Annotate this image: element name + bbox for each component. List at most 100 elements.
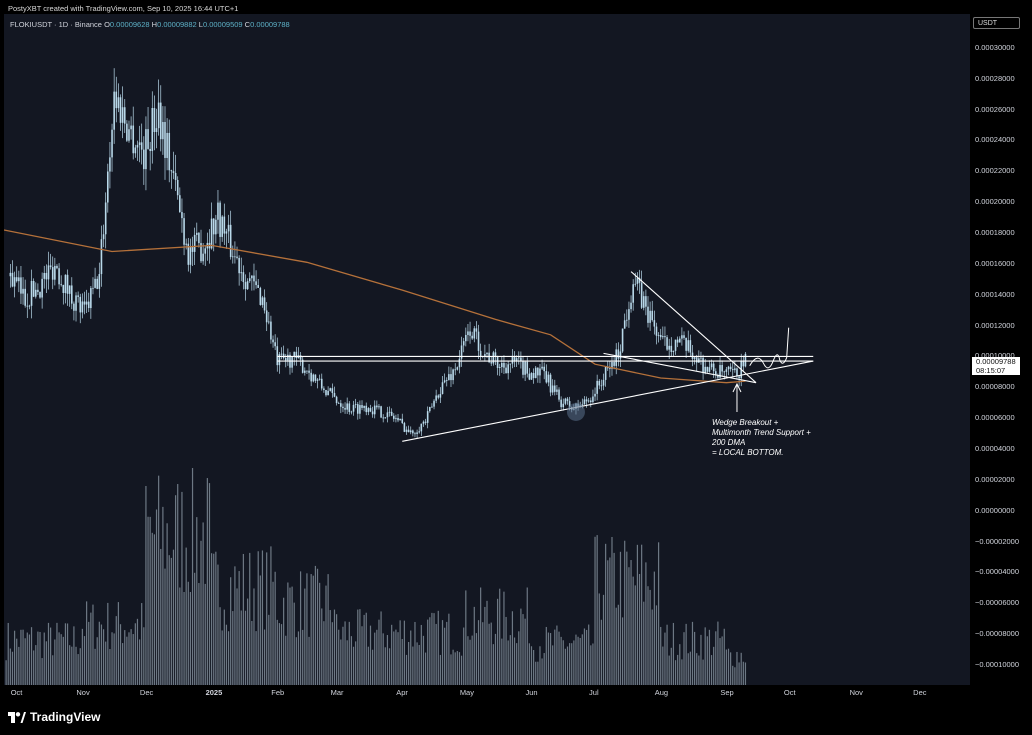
- candle-body: [734, 368, 736, 371]
- candle-body: [534, 367, 537, 378]
- volume-bar: [397, 632, 399, 685]
- volume-bar: [105, 641, 107, 685]
- volume-bar: [444, 627, 446, 685]
- volume-bar: [56, 622, 58, 685]
- volume-bar: [297, 631, 300, 685]
- volume-bar: [28, 634, 31, 685]
- candle-body: [51, 267, 54, 280]
- volume-bar: [706, 636, 708, 685]
- candle-body: [407, 429, 410, 433]
- candle-body: [687, 340, 690, 351]
- volume-bar: [556, 625, 558, 685]
- candle-body: [304, 370, 306, 373]
- volume-bar: [386, 635, 389, 685]
- candle-body: [134, 147, 137, 154]
- volume-bar: [465, 590, 467, 685]
- volume-bar: [662, 646, 664, 685]
- volume-bar: [473, 606, 475, 685]
- candle-body: [200, 243, 202, 262]
- symbol-label[interactable]: FLOKIUSDT · 1D · Binance: [10, 20, 102, 29]
- volume-bar: [717, 621, 719, 685]
- candle-body: [433, 400, 435, 407]
- volume-bar: [352, 646, 355, 685]
- candle-body: [496, 356, 499, 368]
- candle-body: [490, 362, 493, 364]
- candle-body: [731, 369, 734, 371]
- candle-body: [628, 309, 630, 320]
- candle-body: [524, 361, 526, 375]
- volume-bar: [251, 620, 253, 685]
- y-tick-label: 0.00024000: [975, 135, 1015, 145]
- volume-bar: [647, 586, 649, 685]
- volume-bar: [569, 643, 571, 685]
- volume-bar: [316, 568, 319, 685]
- volume-bar: [198, 583, 200, 685]
- candle-body: [62, 284, 65, 293]
- candle-body: [47, 265, 50, 280]
- volume-bar: [43, 632, 45, 685]
- candle-body: [92, 287, 94, 289]
- volume-bar: [552, 645, 554, 685]
- candle-body: [702, 357, 704, 374]
- candle-body: [325, 389, 327, 396]
- volume-bar: [312, 575, 314, 685]
- volume-bar: [141, 603, 143, 685]
- y-tick-label: 0.00008000: [975, 382, 1015, 392]
- candle-body: [395, 417, 397, 419]
- chart-annotation: Wedge Breakout + Multimonth Trend Suppor…: [712, 418, 811, 457]
- volume-bar: [653, 571, 655, 685]
- volume-bar: [242, 553, 244, 685]
- candle-body: [107, 171, 109, 203]
- volume-bar: [670, 647, 672, 685]
- candle-body: [486, 352, 488, 355]
- candle-body: [37, 289, 39, 292]
- candle-body: [651, 310, 654, 321]
- candle-body: [189, 246, 192, 265]
- candle-body: [73, 303, 75, 311]
- candle-body: [655, 326, 658, 336]
- candle-body: [96, 278, 99, 289]
- volume-bar: [621, 617, 624, 685]
- candle-body: [553, 385, 556, 392]
- volume-bar: [395, 629, 397, 685]
- candle-body: [100, 239, 103, 275]
- volume-bar: [102, 629, 105, 685]
- volume-bar: [405, 654, 408, 685]
- candle-body: [261, 297, 264, 305]
- candle-body: [462, 341, 465, 346]
- price-axis[interactable]: [970, 14, 1032, 685]
- volume-bar: [708, 629, 711, 685]
- y-tick-label: 0.00016000: [975, 258, 1015, 268]
- candle-body: [128, 129, 130, 141]
- time-axis[interactable]: [0, 685, 970, 699]
- candle-body: [388, 411, 391, 413]
- candle-body: [119, 97, 122, 123]
- candle-body: [68, 285, 71, 294]
- volume-bar: [236, 588, 238, 685]
- candle-body: [87, 301, 90, 309]
- volume-bar: [704, 627, 706, 685]
- currency-selector[interactable]: USDT: [973, 17, 1020, 29]
- volume-bar: [321, 608, 323, 685]
- volume-bar: [496, 598, 499, 685]
- x-tick-label: Aug: [654, 688, 669, 697]
- candle-body: [558, 389, 560, 400]
- y-tick-label: 0.00004000: [975, 443, 1015, 453]
- chart-plot-area[interactable]: [4, 14, 970, 685]
- volume-bar: [598, 593, 600, 685]
- candle-body: [537, 367, 539, 376]
- volume-bar: [71, 646, 73, 685]
- candle-body: [164, 122, 166, 158]
- volume-bar: [380, 611, 382, 685]
- tradingview-logo-icon: [8, 711, 26, 723]
- candle-body: [587, 400, 590, 402]
- volume-bar: [160, 548, 162, 685]
- candle-body: [43, 272, 46, 279]
- volume-bar: [232, 611, 234, 685]
- candle-body: [331, 388, 334, 394]
- candle-body: [744, 353, 747, 367]
- candle-body: [429, 407, 431, 412]
- volume-bar: [64, 623, 67, 685]
- volume-bar: [630, 560, 632, 685]
- tradingview-logo[interactable]: TradingView: [8, 710, 100, 724]
